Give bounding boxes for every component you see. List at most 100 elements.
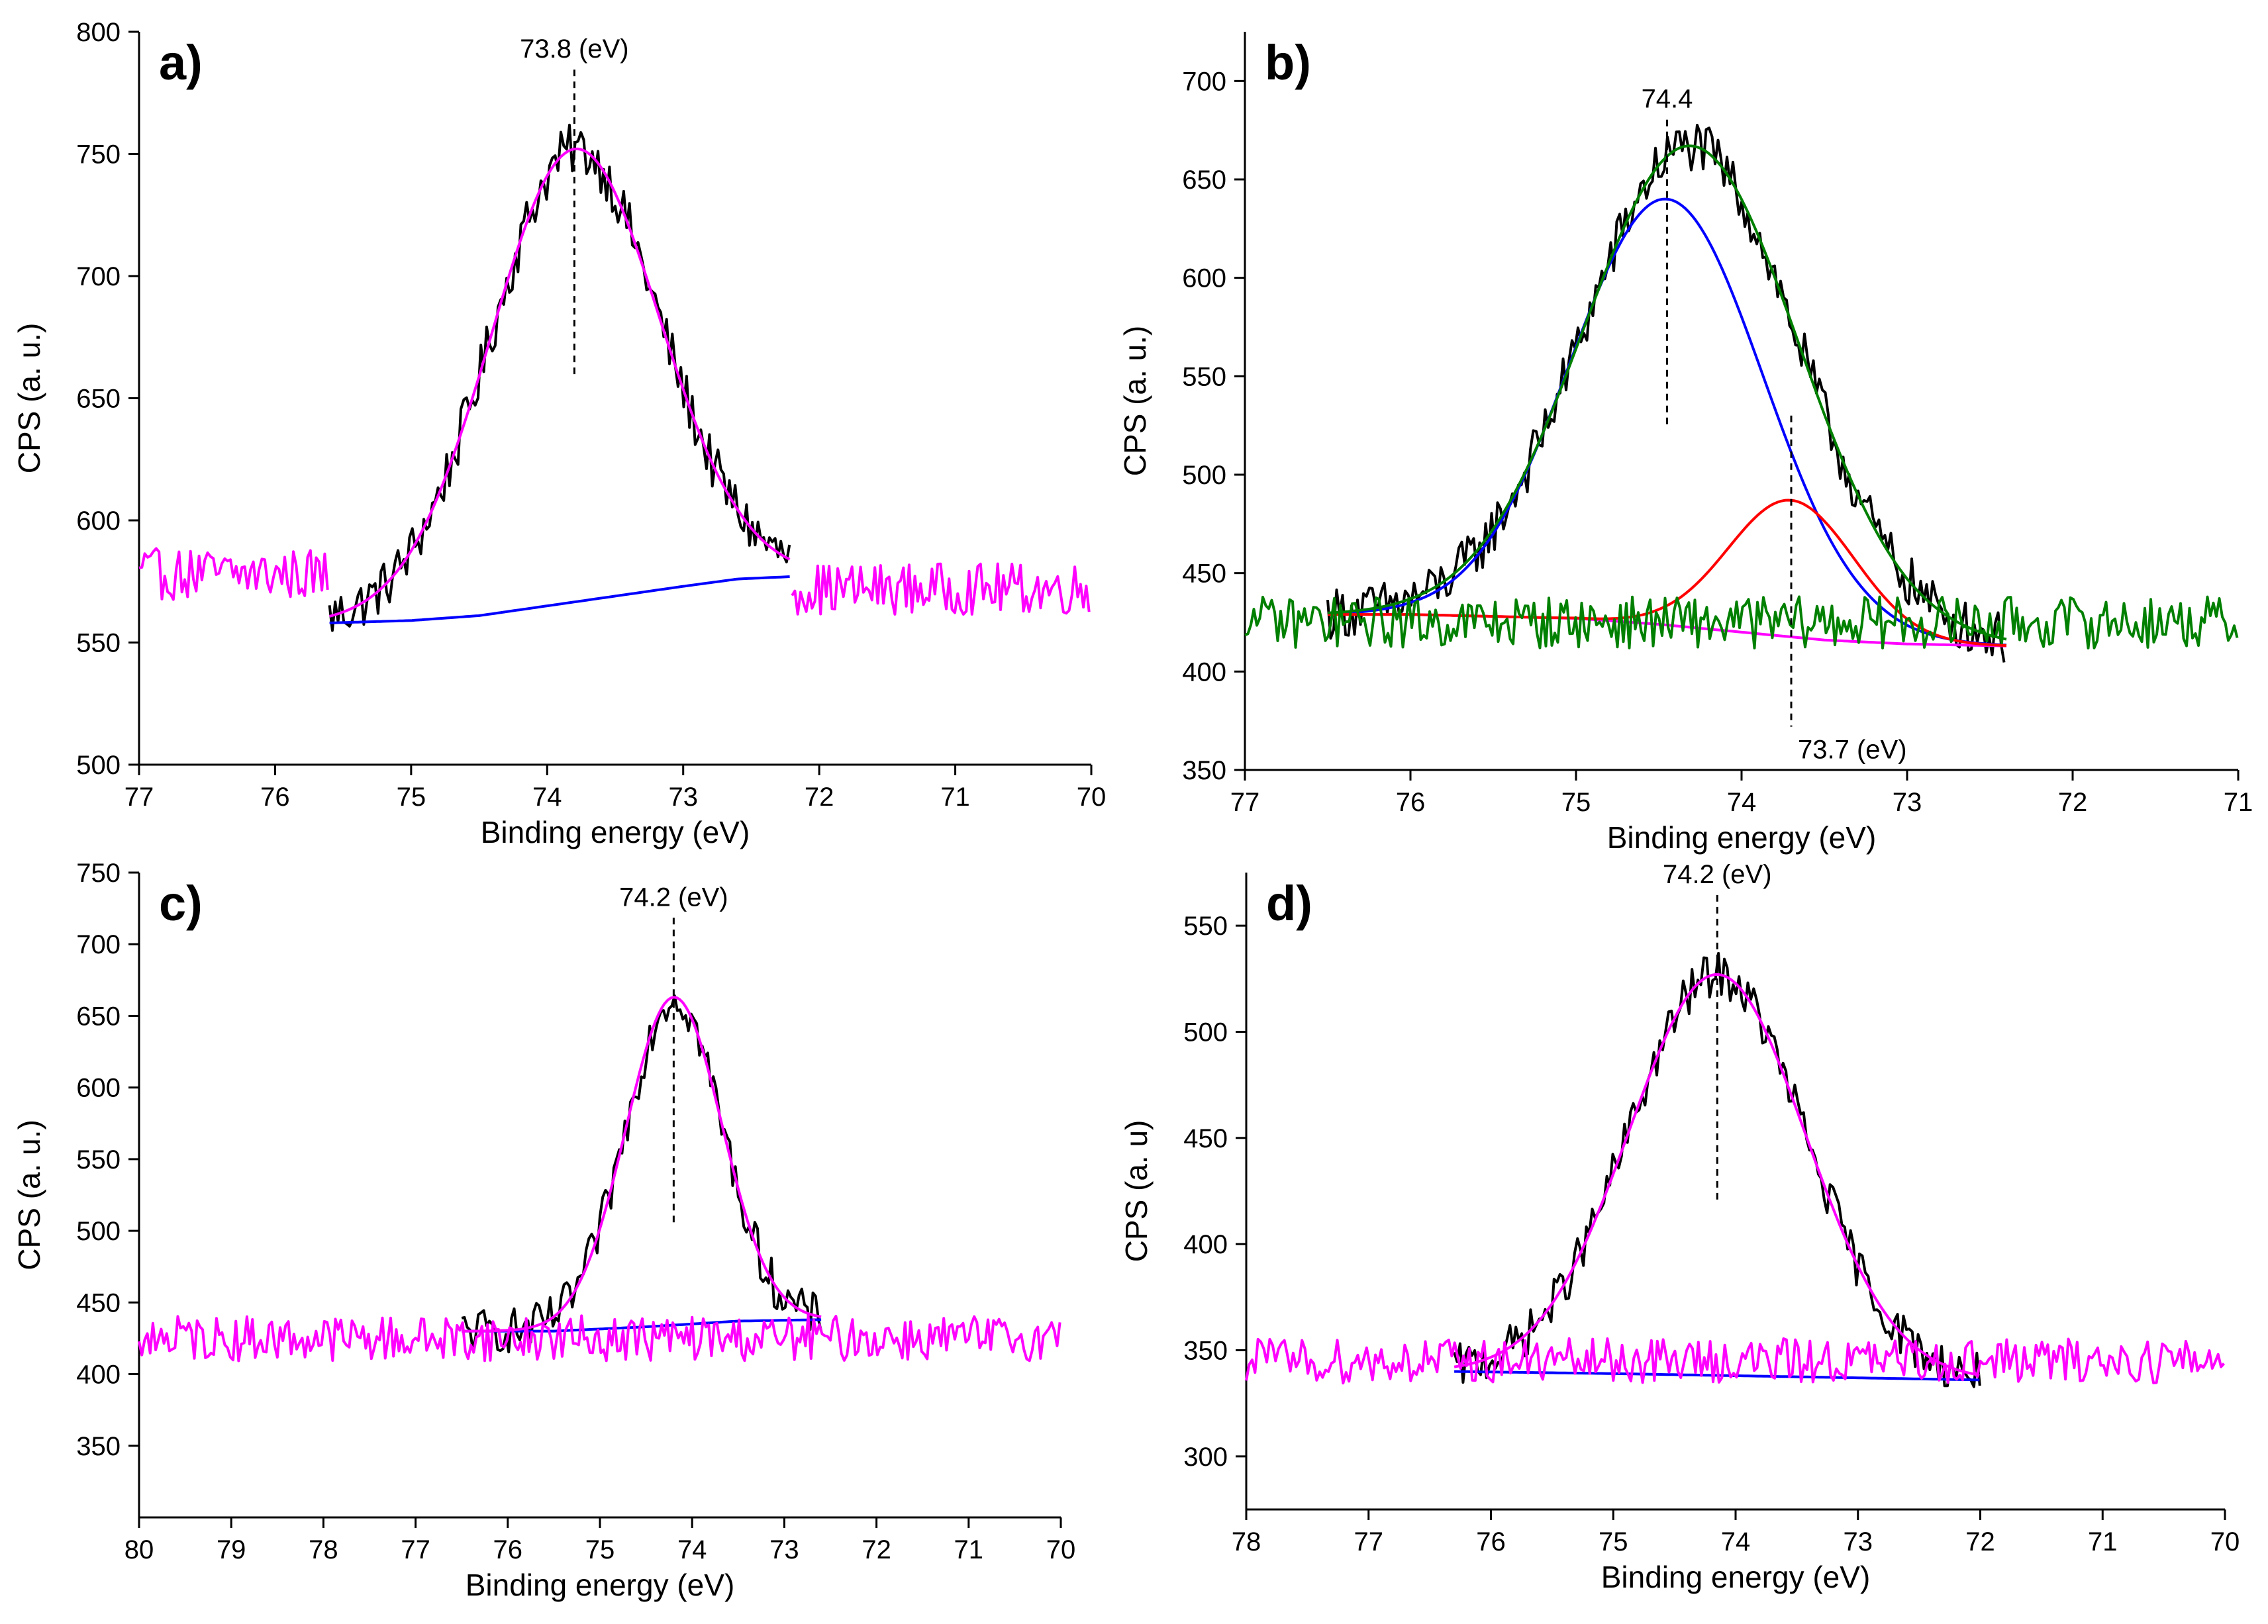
y-axis-label: CPS (a. u.): [1118, 326, 1152, 477]
x-tick-label: 73: [1893, 788, 1922, 817]
x-tick-label: 74: [677, 1535, 707, 1564]
chart-panel-c: 80 79 78 77 76 75 74 73 72 71 70 350 400 450 500 550 600…: [12, 859, 1075, 1602]
y-tick-label: 450: [1182, 559, 1226, 589]
y-tick-label: 600: [76, 506, 121, 536]
x-tick-label: 71: [940, 783, 970, 812]
y-tick-label: 500: [76, 751, 121, 780]
y-tick-label: 650: [1182, 166, 1226, 195]
y-tick-label: 500: [1183, 1018, 1228, 1047]
y-tick-label: 350: [1183, 1337, 1228, 1366]
series-baseline-right: [791, 562, 1091, 616]
series-baseline: [1244, 595, 2239, 649]
x-tick-label: 72: [2058, 788, 2088, 817]
panel-label: a): [159, 35, 203, 90]
x-tick-label: 76: [1396, 788, 1426, 817]
x-tick-label: 76: [1476, 1527, 1506, 1556]
y-tick-label: 700: [76, 262, 121, 291]
y-tick-label: 550: [76, 1145, 121, 1174]
x-tick-label: 72: [805, 783, 834, 812]
peak-annotation: 73.8 (eV): [520, 34, 629, 64]
series-fit: [462, 996, 822, 1333]
y-tick-label: 700: [76, 930, 121, 959]
x-tick-label: 80: [124, 1535, 154, 1564]
series-baseline-left: [138, 547, 329, 601]
y-tick-label: 350: [76, 1432, 121, 1461]
x-axis-label: Binding energy (eV): [481, 815, 750, 849]
x-tick-label: 74: [532, 783, 562, 812]
chart-panel-a: 77 76 75 74 73 72 71 70 500 550 600 650 700 750 800 Bin…: [12, 18, 1106, 849]
x-tick-label: 73: [769, 1535, 799, 1564]
x-tick-label: 75: [1599, 1527, 1628, 1556]
panel-label: b): [1265, 35, 1311, 90]
y-tick-label: 400: [1183, 1230, 1228, 1259]
x-tick-label: 70: [1077, 783, 1107, 812]
peak-annotation: 74.4: [1642, 85, 1693, 114]
x-tick-label: 77: [124, 783, 154, 812]
series-background: [462, 1318, 822, 1333]
x-tick-label: 74: [1727, 788, 1757, 817]
x-tick-label: 75: [397, 783, 426, 812]
y-tick-label: 600: [1182, 264, 1226, 293]
y-tick-label: 800: [76, 18, 121, 47]
x-axis-label: Binding energy (eV): [1607, 820, 1877, 855]
series-baseline: [1245, 1337, 2226, 1385]
y-tick-label: 700: [1182, 67, 1226, 96]
x-tick-label: 75: [585, 1535, 615, 1564]
series-fit: [1454, 973, 1980, 1377]
y-tick-label: 550: [1183, 912, 1228, 941]
x-tick-label: 74: [1721, 1527, 1751, 1556]
y-axis-label: CPS (a. u.): [12, 323, 46, 474]
x-axis-label: Binding energy (eV): [1601, 1560, 1871, 1594]
series-background: [329, 575, 790, 624]
series-background: [1454, 1370, 1980, 1382]
y-axis-label: CPS (a. u): [1119, 1120, 1154, 1263]
x-tick-label: 70: [1046, 1535, 1076, 1564]
series-raw: [461, 994, 823, 1354]
y-tick-label: 300: [1183, 1443, 1228, 1472]
x-axis-label: Binding energy (eV): [466, 1568, 735, 1602]
x-tick-label: 79: [217, 1535, 246, 1564]
x-tick-label: 78: [309, 1535, 338, 1564]
x-tick-label: 72: [862, 1535, 891, 1564]
x-tick-label: 75: [1561, 788, 1591, 817]
x-tick-label: 73: [1844, 1527, 1873, 1556]
panel-label: d): [1266, 876, 1312, 931]
y-tick-label: 650: [76, 1002, 121, 1031]
x-tick-label: 70: [2210, 1527, 2240, 1556]
y-tick-label: 550: [76, 629, 121, 658]
y-tick-label: 750: [76, 140, 121, 169]
y-tick-label: 500: [1182, 461, 1226, 490]
x-tick-label: 76: [493, 1535, 523, 1564]
chart-panel-b: 77 76 75 74 73 72 71 350 400 450 500 550 600 650 700 Bi…: [1118, 32, 2253, 855]
series-component-74.4: [1327, 197, 2007, 647]
x-tick-label: 72: [1965, 1527, 1995, 1556]
series-fit: [329, 147, 791, 618]
y-tick-label: 550: [1182, 362, 1226, 391]
y-tick-label: 400: [1182, 657, 1226, 687]
y-tick-label: 400: [76, 1361, 121, 1390]
chart-panel-d: 78 77 76 75 74 73 72 71 70 300 350 400 450 500 550 Bind…: [1119, 860, 2240, 1594]
x-tick-label: 78: [1232, 1527, 1261, 1556]
y-tick-label: 600: [76, 1074, 121, 1103]
x-tick-label: 77: [1230, 788, 1260, 817]
peak-annotation: 74.2 (eV): [1663, 860, 1772, 889]
x-tick-label: 76: [260, 783, 290, 812]
y-axis-label: CPS (a. u.): [12, 1120, 46, 1270]
series-baseline: [138, 1314, 1061, 1362]
series-raw: [1326, 124, 2006, 663]
y-tick-label: 750: [76, 859, 121, 888]
x-tick-label: 71: [2088, 1527, 2118, 1556]
x-tick-label: 71: [2224, 788, 2253, 817]
y-tick-label: 450: [76, 1288, 121, 1317]
series-raw: [328, 123, 791, 632]
y-tick-label: 650: [76, 385, 121, 414]
x-tick-label: 71: [954, 1535, 984, 1564]
y-tick-label: 450: [1183, 1124, 1228, 1153]
x-tick-label: 77: [401, 1535, 430, 1564]
panel-label: c): [159, 876, 203, 931]
x-tick-label: 73: [668, 783, 698, 812]
peak-annotation: 74.2 (eV): [619, 883, 728, 912]
peak-annotation: 73.7 (eV): [1798, 736, 1907, 765]
y-tick-label: 350: [1182, 756, 1226, 785]
